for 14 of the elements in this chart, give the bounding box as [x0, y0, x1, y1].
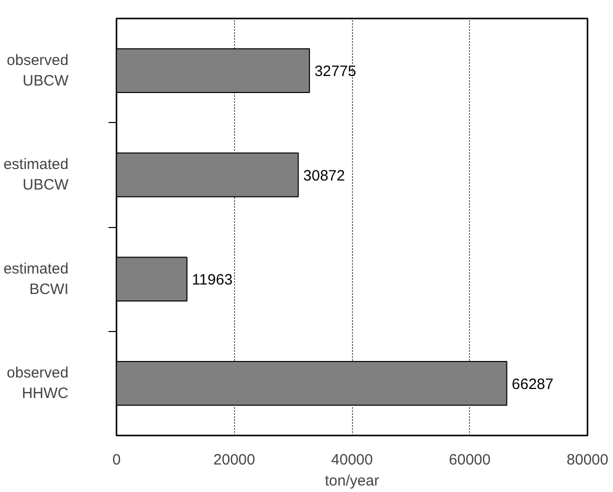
data-label: 32775 — [314, 63, 356, 80]
x-axis-title: ton/year — [324, 472, 380, 490]
data-label: 66287 — [512, 376, 554, 393]
y-tick-label: observed UBCW — [6, 52, 70, 90]
y-tick-label: observed HHWC — [6, 364, 69, 402]
data-label: 30872 — [303, 167, 345, 184]
x-tick-label: 40000 — [331, 452, 373, 468]
x-tick-label: 0 — [112, 452, 121, 468]
data-label: 11963 — [192, 272, 233, 289]
y-tick-label: estimated BCWI — [3, 260, 69, 298]
x-tick-label: 20000 — [213, 452, 256, 468]
x-tick-label: 60000 — [448, 452, 491, 468]
x-tick-label: 80000 — [566, 452, 608, 468]
y-tick-label: estimated UBCW — [3, 156, 70, 194]
